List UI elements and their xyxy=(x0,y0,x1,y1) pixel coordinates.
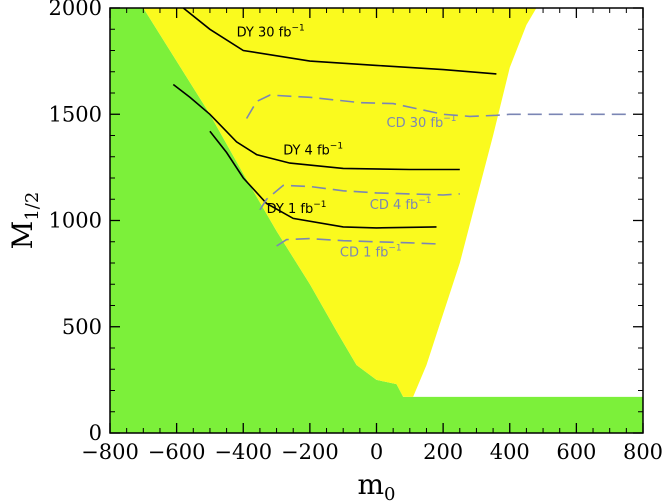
cd-4-fb-curve xyxy=(259,184,460,211)
cd-4-fb-label-text: CD 4 fb xyxy=(370,198,418,213)
dy-1-fb-curve xyxy=(209,130,437,229)
y-axis-label-sub: 1/2 xyxy=(22,192,43,221)
cd-1-fb-label-sup: −1 xyxy=(388,244,401,254)
dy-1-fb-label: DY 1 fb−1 xyxy=(267,200,327,217)
y-tick-label: 0 xyxy=(89,421,102,445)
y-axis-label: M1/2 xyxy=(6,192,43,250)
dy-30-fb-label-sup: −1 xyxy=(291,24,304,34)
curves-layer xyxy=(172,8,627,247)
x-tick-label: −400 xyxy=(214,440,272,464)
cd-30-fb-label-text: CD 30 fb xyxy=(387,116,444,131)
x-tick-label: 200 xyxy=(423,440,463,464)
dy-30-fb-curve xyxy=(182,8,497,75)
dy-1-fb-label-text: DY 1 fb xyxy=(267,202,314,217)
cd-4-fb-label-sup: −1 xyxy=(418,196,431,206)
x-tick-label: −600 xyxy=(148,440,206,464)
x-tick-label: 600 xyxy=(556,440,596,464)
ticks-layer: −800 −600 −400 −200 0 200 400 600 800 0 500 1000 150… xyxy=(49,0,664,464)
cd-1-fb-label: CD 1 fb−1 xyxy=(340,244,402,261)
plot-frame xyxy=(109,7,644,434)
dy-30-fb-label-text: DY 30 fb xyxy=(237,26,292,41)
cd-1-fb-curve xyxy=(276,237,437,247)
dy-4-fb-curve xyxy=(172,83,460,171)
y-axis-label-main: M xyxy=(6,221,39,250)
cd-30-fb-curve xyxy=(245,94,627,119)
x-axis-label-main: m xyxy=(357,468,384,501)
y-tick-label: 2000 xyxy=(49,0,102,20)
x-axis-label: m0 xyxy=(357,468,395,503)
x-tick-label: −800 xyxy=(81,440,139,464)
y-tick-label: 1500 xyxy=(49,102,102,126)
cd-30-fb-label: CD 30 fb−1 xyxy=(387,114,457,131)
dy-1-fb-label-sup: −1 xyxy=(313,200,326,210)
dy-30-fb-label: DY 30 fb−1 xyxy=(237,24,305,41)
cd-4-fb-label: CD 4 fb−1 xyxy=(370,196,432,213)
x-tick-label: 0 xyxy=(370,440,383,464)
dy-4-fb-label-text: DY 4 fb xyxy=(283,144,330,159)
dy-4-fb-label-sup: −1 xyxy=(330,142,343,152)
dy-4-fb-label: DY 4 fb−1 xyxy=(283,142,343,159)
x-axis-label-sub: 0 xyxy=(384,484,395,503)
cd-30-fb-label-sup: −1 xyxy=(443,114,456,124)
y-tick-label: 1000 xyxy=(49,209,102,233)
allowed-region xyxy=(143,8,537,397)
regions-layer xyxy=(110,8,643,433)
curve-labels-layer: DY 30 fb−1DY 4 fb−1DY 1 fb−1CD 30 fb−1CD… xyxy=(237,24,457,261)
x-tick-label: 800 xyxy=(623,440,663,464)
excluded-region xyxy=(110,8,643,433)
y-tick-label: 500 xyxy=(62,315,102,339)
x-tick-label: 400 xyxy=(490,440,530,464)
x-tick-label: −200 xyxy=(281,440,339,464)
cd-1-fb-label-text: CD 1 fb xyxy=(340,246,388,261)
